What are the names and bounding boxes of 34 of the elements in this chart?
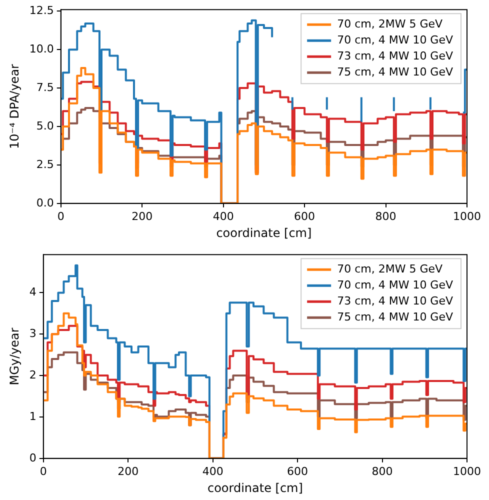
legend-label: 70 cm, 2MW 5 GeV [337, 262, 443, 276]
x-tick-label: 1000 [453, 210, 481, 223]
x-tick-label: 0 [57, 210, 64, 223]
y-axis-title: 10⁻⁴ DPA/year [7, 64, 22, 149]
legend-label: 75 cm, 4 MW 10 GeV [337, 65, 454, 78]
x-tick-label: 800 [375, 210, 396, 223]
x-tick-label: 400 [212, 210, 234, 223]
y-tick-label: 2.5 [36, 158, 54, 171]
legend-label: 70 cm, 4 MW 10 GeV [337, 278, 454, 292]
y-axis-title: MGy/year [7, 328, 22, 386]
legend-label: 73 cm, 4 MW 10 GeV [337, 294, 454, 308]
y-tick-label: 7.5 [36, 80, 54, 94]
y-tick-label: 0.0 [36, 196, 54, 210]
y-tick-label: 1 [29, 410, 36, 423]
legend-label: 73 cm, 4 MW 10 GeV [337, 49, 454, 62]
x-tick-label: 200 [132, 210, 153, 223]
legend-label: 70 cm, 4 MW 10 GeV [337, 33, 454, 46]
x-axis-title: coordinate [cm] [216, 226, 312, 240]
legend-label: 75 cm, 4 MW 10 GeV [337, 310, 454, 324]
x-tick-label: 600 [294, 210, 316, 223]
x-tick-label: 800 [372, 464, 393, 478]
x-tick-label: 1000 [453, 464, 481, 478]
x-tick-label: 600 [287, 464, 308, 478]
y-tick-label: 4 [29, 286, 36, 299]
y-tick-label: 12.5 [29, 4, 54, 17]
y-tick-label: 0 [29, 451, 36, 464]
x-tick-label: 200 [118, 464, 139, 478]
y-tick-label: 3 [29, 326, 36, 340]
legend-label: 70 cm, 2MW 5 GeV [337, 17, 443, 30]
y-tick-label: 2 [29, 368, 36, 382]
y-tick-label: 5.0 [36, 119, 54, 132]
x-tick-label: 400 [202, 464, 224, 478]
y-tick-label: 10.0 [29, 42, 54, 56]
x-axis-title: coordinate [cm] [207, 480, 303, 495]
